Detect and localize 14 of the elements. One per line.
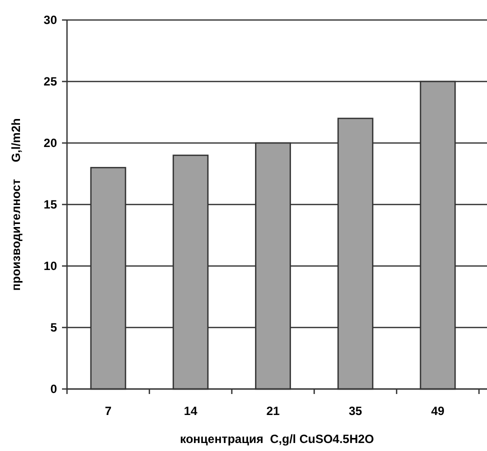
y-axis-title: производителност G,l/m2h [9, 118, 23, 291]
x-tick-label: 21 [266, 404, 280, 418]
x-axis-title: концентрация C,g/l CuSO4.5H2O [180, 432, 374, 446]
x-tick-label: 7 [104, 404, 112, 418]
y-tick-label: 10 [44, 259, 58, 274]
y-tick-label: 25 [44, 74, 58, 89]
x-tick-label: 49 [431, 404, 445, 418]
y-tick-label: 5 [50, 320, 58, 335]
y-tick-label: 30 [44, 13, 58, 28]
x-tick-label: 14 [184, 404, 198, 418]
x-tick-label: 35 [348, 404, 362, 418]
y-tick-label: 20 [44, 136, 58, 150]
y-tick-label: 15 [44, 198, 58, 212]
y-tick-label: 0 [50, 382, 58, 396]
